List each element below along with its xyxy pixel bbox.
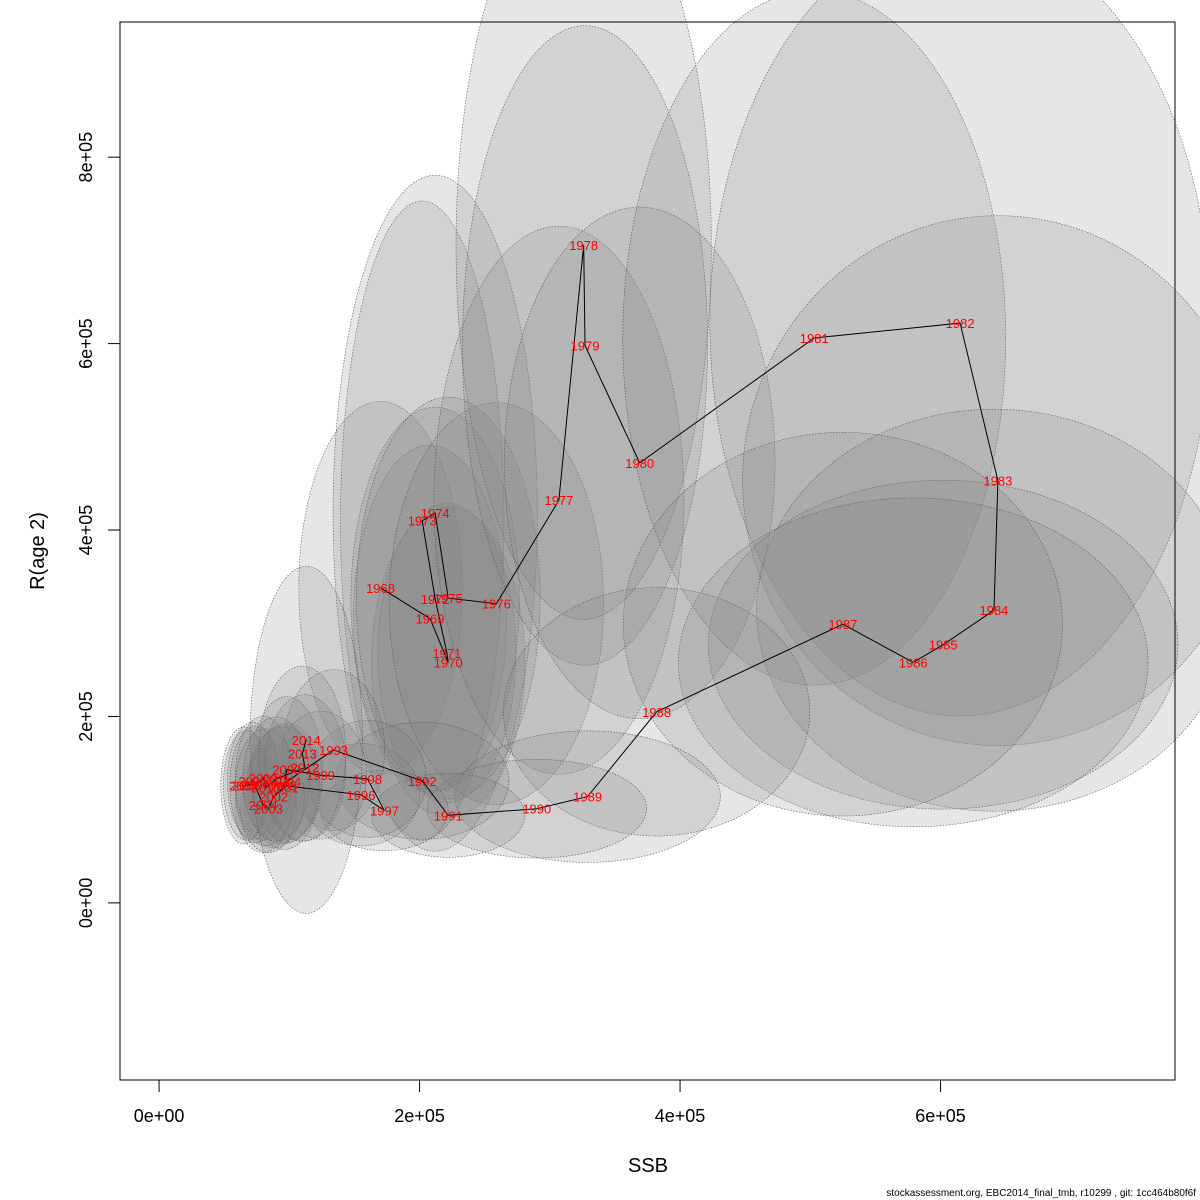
ellipse-1984 xyxy=(756,408,1200,812)
year-label-1976: 1976 xyxy=(482,597,511,612)
year-label-1991: 1991 xyxy=(434,808,463,823)
year-label-1987: 1987 xyxy=(828,617,857,632)
year-label-1969: 1969 xyxy=(416,612,445,627)
x-tick-label: 2e+05 xyxy=(394,1106,445,1126)
year-label-1985: 1985 xyxy=(929,638,958,653)
year-label-1986: 1986 xyxy=(899,655,928,670)
year-label-1980: 1980 xyxy=(625,456,654,471)
footer-note: stockassessment.org, EBC2014_final_tmb, … xyxy=(886,1188,1196,1199)
x-tick-label: 4e+05 xyxy=(655,1106,706,1126)
year-label-1988: 1988 xyxy=(642,705,671,720)
year-label-1998: 1998 xyxy=(353,772,382,787)
year-label-1970: 1970 xyxy=(434,655,463,670)
year-label-1983: 1983 xyxy=(983,474,1012,489)
year-label-1996: 1996 xyxy=(346,788,375,803)
year-label-2012: 2012 xyxy=(290,761,319,776)
year-label-2009: 2009 xyxy=(249,771,278,786)
year-label-1995: 1995 xyxy=(268,778,297,793)
x-tick-label: 0e+00 xyxy=(134,1106,185,1126)
year-label-1984: 1984 xyxy=(979,603,1008,618)
year-label-1981: 1981 xyxy=(800,331,829,346)
x-axis-title: SSB xyxy=(628,1155,668,1177)
year-label-1990: 1990 xyxy=(522,802,551,817)
year-label-2007: 2007 xyxy=(229,778,258,793)
year-label-1997: 1997 xyxy=(370,804,399,819)
ellipse-1978 xyxy=(455,0,712,620)
year-label-1982: 1982 xyxy=(946,316,975,331)
year-label-1994: 1994 xyxy=(272,775,301,790)
ellipse-1982 xyxy=(709,0,1200,717)
year-label-2003: 2003 xyxy=(254,802,283,817)
x-axis: 0e+00 2e+05 4e+05 6e+05 xyxy=(134,1079,966,1126)
year-label-1989: 1989 xyxy=(573,790,602,805)
year-label-1977: 1977 xyxy=(544,493,573,508)
year-label-2014: 2014 xyxy=(292,733,321,748)
year-label-2004: 2004 xyxy=(249,798,278,813)
x-tick-label: 6e+05 xyxy=(915,1106,966,1126)
year-label-1993: 1993 xyxy=(319,743,348,758)
trajectory-polyline xyxy=(243,244,999,816)
y-tick-label: 6e+05 xyxy=(76,318,96,369)
y-tick-label: 2e+05 xyxy=(76,691,96,742)
year-label-2006: 2006 xyxy=(232,778,261,793)
year-label-1972: 1972 xyxy=(421,592,450,607)
year-label-1999: 1999 xyxy=(306,768,335,783)
year-label-1968: 1968 xyxy=(366,581,395,596)
year-label-2000: 2000 xyxy=(272,763,301,778)
year-label-2008: 2008 xyxy=(241,778,270,793)
y-axis-title: R(age 2) xyxy=(27,512,49,590)
year-label-2013: 2013 xyxy=(288,747,317,762)
year-label-2002: 2002 xyxy=(259,790,288,805)
ellipse-2014 xyxy=(249,565,363,914)
y-tick-label: 8e+05 xyxy=(76,132,96,183)
year-label-1971: 1971 xyxy=(432,646,461,661)
y-axis: 0e+00 2e+05 4e+05 6e+05 8e+05 xyxy=(76,132,121,929)
trajectory-line xyxy=(243,244,999,816)
year-label-2010: 2010 xyxy=(251,780,280,795)
ellipse-1983 xyxy=(742,215,1200,746)
year-label-2011: 2011 xyxy=(262,772,290,787)
year-label-1978: 1978 xyxy=(569,238,598,253)
year-label-1979: 1979 xyxy=(571,338,600,353)
year-label-1974: 1974 xyxy=(421,506,450,521)
y-tick-label: 4e+05 xyxy=(76,505,96,556)
year-label-2005: 2005 xyxy=(238,774,267,789)
year-label-2001: 2001 xyxy=(270,780,299,795)
y-tick-label: 0e+00 xyxy=(76,878,96,929)
ellipse-1981 xyxy=(622,0,1006,686)
year-label-1975: 1975 xyxy=(434,591,463,606)
year-label-1992: 1992 xyxy=(408,774,437,789)
year-label-1973: 1973 xyxy=(408,514,437,529)
